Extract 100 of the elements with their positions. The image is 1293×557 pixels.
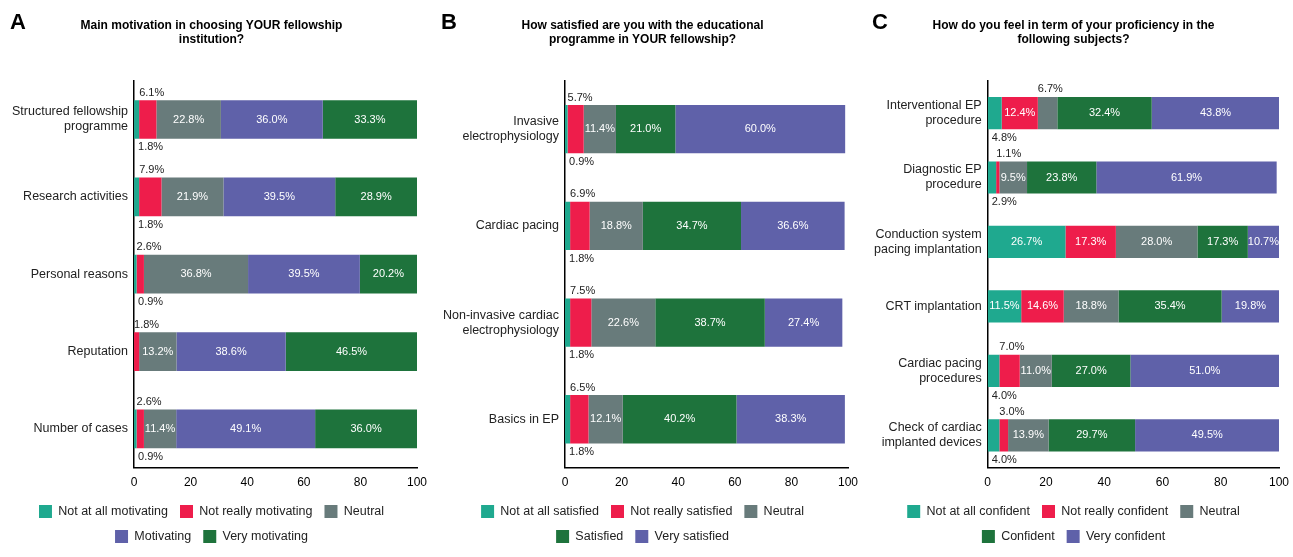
bar [1130,354,1279,388]
data-label: 1.1% [996,146,1022,159]
x-tick-label: 80 [784,475,799,490]
data-label: 1.8% [569,348,595,361]
data-label: 4.0% [991,388,1017,401]
data-label: 13.9% [1012,428,1045,441]
bar [567,104,584,154]
data-label: 11.4% [584,122,616,135]
data-label: 12.1% [590,412,622,425]
data-label: 10.7% [1247,235,1280,247]
bar [335,177,417,217]
y-tick-label: CRT implantation [885,298,982,313]
data-label: 14.6% [1026,299,1059,312]
chart-title: How do you feel in term of your proficiency in the following subjects? [932,17,1215,46]
data-label: 38.3% [775,412,807,425]
bar [359,254,417,294]
x-tick-label: 80 [1214,475,1228,490]
bar [1063,290,1119,323]
bar [622,395,737,444]
bar [987,419,1000,452]
legend-label: Very confident [1085,528,1166,543]
bar [996,161,1000,194]
x-tick-label: 0 [984,475,992,490]
y-tick-label: Reputation [67,344,129,359]
bar [589,201,643,251]
bar [987,96,1002,130]
bar [136,409,144,449]
y-tick-label: Non-invasive cardiac electrophysiology [442,307,560,337]
data-label: 39.5% [288,267,320,280]
data-label: 11.5% [989,299,1020,312]
data-label: 17.3% [1075,235,1107,247]
bar [1037,96,1058,130]
data-label: 1.8% [134,317,160,330]
data-label: 32.4% [1088,106,1121,119]
legend-label: Not at all confident [926,503,1031,518]
data-label: 7.9% [139,163,165,176]
bar [987,225,1066,259]
bar [1065,225,1116,259]
bar [285,332,417,371]
data-label: 6.7% [1037,82,1064,95]
bar [655,298,765,347]
data-label: 1.8% [569,444,595,457]
y-tick-label: Personal reasons [30,266,129,281]
legend-label: Neutral [763,503,804,518]
chart-title: How satisfied are you with the educational programme in YOUR fellowship? [521,17,764,46]
data-label: 46.5% [335,344,368,357]
data-label: 7.5% [570,283,596,296]
bar [736,395,845,444]
bar [675,104,846,154]
data-label: 9.5% [1000,170,1026,183]
bar [1051,354,1131,388]
data-label: 26.7% [1010,235,1043,247]
y-tick-label: Conduction system pacing implantation [873,226,982,256]
data-label: 38.7% [694,315,726,328]
y-tick-label: Cardiac pacing procedures [898,355,982,385]
x-tick-label: 20 [183,475,198,490]
bar [591,298,656,347]
data-label: 36.6% [777,218,809,231]
bar [999,354,1020,388]
bar [1021,290,1064,323]
bar [1048,419,1136,452]
legend-label: Not really motivating [199,503,313,518]
data-label: 18.8% [600,218,633,231]
bar [615,104,676,154]
x-tick-label: 80 [353,475,368,490]
text: B [441,9,457,35]
bar [1135,419,1279,452]
bar [223,177,336,217]
x-tick-label: 40 [240,475,255,490]
x-tick-label: 100 [406,475,428,490]
x-tick-label: 100 [837,475,859,490]
bar [570,201,590,251]
data-label: 23.8% [1046,170,1078,183]
legend-label: Not at all motivating [58,503,169,518]
text: A [10,9,26,35]
data-label: 29.7% [1076,428,1108,441]
data-label: 3.0% [999,404,1025,417]
data-label: 49.1% [230,421,262,434]
data-label: 5.7% [567,90,593,103]
data-label: 60.0% [744,122,777,135]
legend-label: Confident [1001,528,1056,543]
legend-label: Satisfied [575,528,624,543]
data-label: 21.9% [176,189,209,202]
bar [315,409,417,449]
bar [987,161,997,194]
data-label: 1.8% [138,217,164,230]
data-label: 0.9% [138,449,164,462]
data-label: 1.8% [569,251,595,264]
y-tick-label: Structured fellowship programme [12,104,129,134]
bar [161,177,224,217]
y-tick-label: Invasive electrophysiology [462,114,560,144]
x-tick-label: 20 [1039,475,1053,490]
bar [1118,290,1222,323]
x-tick-label: 20 [614,475,629,490]
bar [1115,225,1198,259]
data-label: 43.8% [1199,106,1232,119]
bar [248,254,360,294]
legend-label: Neutral [343,503,385,518]
data-label: 40.2% [664,412,696,425]
data-label: 13.2% [142,344,174,357]
